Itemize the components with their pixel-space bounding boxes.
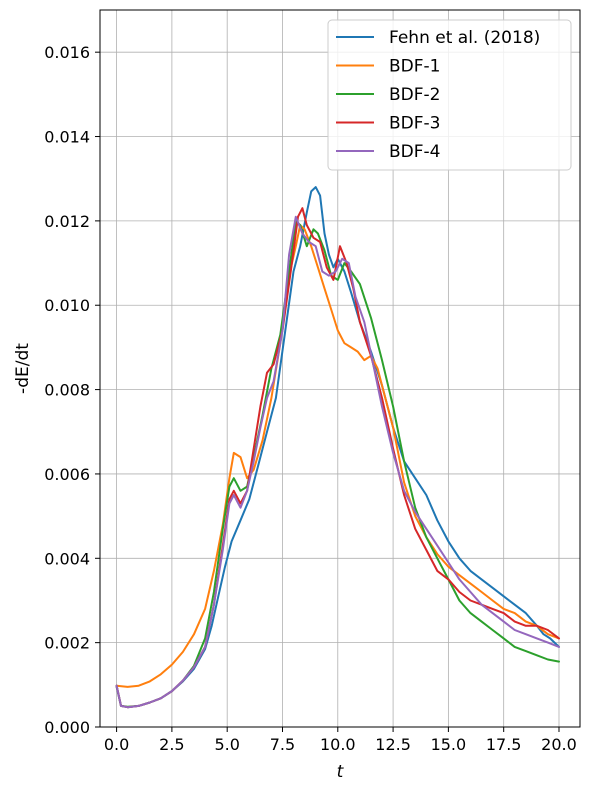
legend-label: BDF-1 — [389, 57, 440, 77]
legend-label: BDF-3 — [389, 114, 440, 134]
series-line-2 — [115, 224, 560, 688]
axis-ticks — [95, 51, 560, 732]
legend-label: Fehn et al. (2018) — [389, 28, 540, 48]
y-tick-label: 0.000 — [44, 718, 90, 737]
y-tick-label: 0.002 — [44, 634, 90, 653]
x-tick-label: 17.5 — [486, 735, 522, 754]
x-tick-label: 7.5 — [270, 735, 295, 754]
y-tick-label: 0.004 — [44, 549, 90, 568]
legend-label: BDF-2 — [389, 85, 440, 105]
y-tick-label: 0.010 — [44, 296, 90, 315]
x-tick-label: 20.0 — [541, 735, 577, 754]
x-tick-label: 12.5 — [375, 735, 411, 754]
legend: Fehn et al. (2018) BDF-1 BDF-2 BDF-3 BDF-4 — [327, 19, 572, 171]
y-tick-label: 0.014 — [44, 128, 90, 147]
y-tick-label: 0.006 — [44, 465, 90, 484]
x-tick-label: 0.0 — [104, 735, 129, 754]
y-tick-label: 0.008 — [44, 381, 90, 400]
y-tick-label: 0.012 — [44, 212, 90, 231]
x-tick-label: 10.0 — [320, 735, 356, 754]
series-line-5 — [115, 215, 560, 709]
y-axis-label: -dE/dt — [13, 343, 33, 394]
series-lines — [115, 186, 560, 709]
plot-frame — [99, 9, 581, 728]
legend-box — [327, 19, 572, 171]
x-tick-labels: 0.0 2.5 5.0 7.5 10.0 12.5 15.0 17.5 20.0 — [104, 735, 577, 754]
y-tick-labels: 0.000 0.002 0.004 0.006 0.008 0.010 0.012 0.014… — [44, 43, 90, 737]
series-line-3 — [115, 219, 560, 708]
x-axis-label: t — [337, 762, 345, 782]
legend-label: BDF-4 — [389, 142, 440, 162]
x-tick-label: 5.0 — [214, 735, 239, 754]
x-tick-label: 15.0 — [431, 735, 467, 754]
x-tick-label: 2.5 — [159, 735, 184, 754]
y-tick-label: 0.016 — [44, 43, 90, 62]
